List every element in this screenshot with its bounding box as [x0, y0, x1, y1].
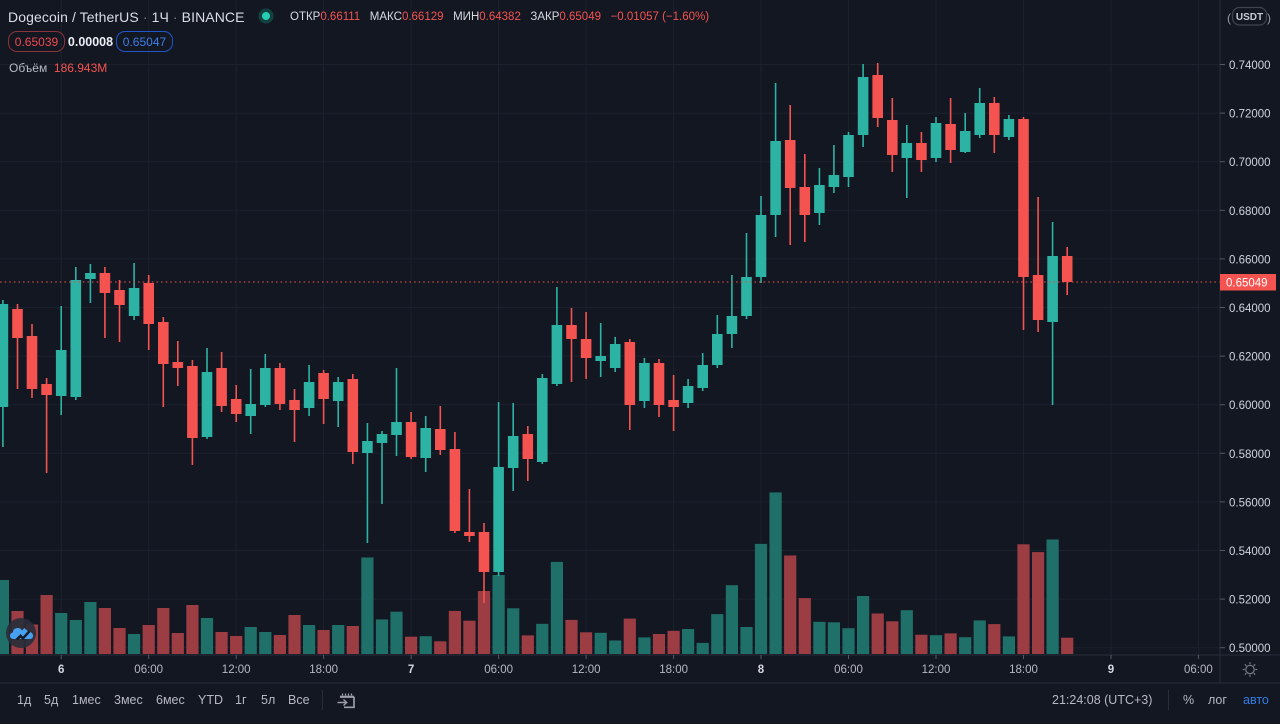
- svg-text:9: 9: [1108, 664, 1114, 676]
- svg-text:06:00: 06:00: [484, 664, 513, 676]
- svg-text:0.64000: 0.64000: [1229, 303, 1271, 315]
- svg-text:): ): [1267, 11, 1271, 25]
- svg-text:12:00: 12:00: [922, 664, 951, 676]
- svg-text:7: 7: [408, 664, 414, 676]
- svg-text:0.56000: 0.56000: [1229, 497, 1271, 509]
- svg-text:0.74000: 0.74000: [1229, 60, 1271, 72]
- svg-text:0.62000: 0.62000: [1229, 352, 1271, 364]
- svg-text:0.66000: 0.66000: [1229, 254, 1271, 266]
- svg-text:(: (: [1227, 11, 1231, 25]
- svg-text:USDT: USDT: [1236, 12, 1263, 23]
- svg-text:8: 8: [758, 664, 765, 676]
- svg-text:18:00: 18:00: [309, 664, 338, 676]
- svg-text:06:00: 06:00: [1184, 664, 1213, 676]
- svg-text:0.54000: 0.54000: [1229, 546, 1271, 558]
- svg-text:0.70000: 0.70000: [1229, 157, 1271, 169]
- svg-text:6: 6: [58, 664, 64, 676]
- svg-text:12:00: 12:00: [222, 664, 251, 676]
- svg-text:0.60000: 0.60000: [1229, 400, 1271, 412]
- svg-text:0.68000: 0.68000: [1229, 206, 1271, 218]
- svg-text:18:00: 18:00: [659, 664, 688, 676]
- svg-text:06:00: 06:00: [134, 664, 163, 676]
- svg-text:0.52000: 0.52000: [1229, 595, 1271, 607]
- svg-text:0.50000: 0.50000: [1229, 643, 1271, 655]
- svg-text:0.72000: 0.72000: [1229, 109, 1271, 121]
- svg-text:12:00: 12:00: [572, 664, 601, 676]
- svg-text:18:00: 18:00: [1009, 664, 1038, 676]
- svg-text:0.58000: 0.58000: [1229, 449, 1271, 461]
- svg-text:06:00: 06:00: [834, 664, 863, 676]
- svg-text:0.65049: 0.65049: [1226, 278, 1268, 290]
